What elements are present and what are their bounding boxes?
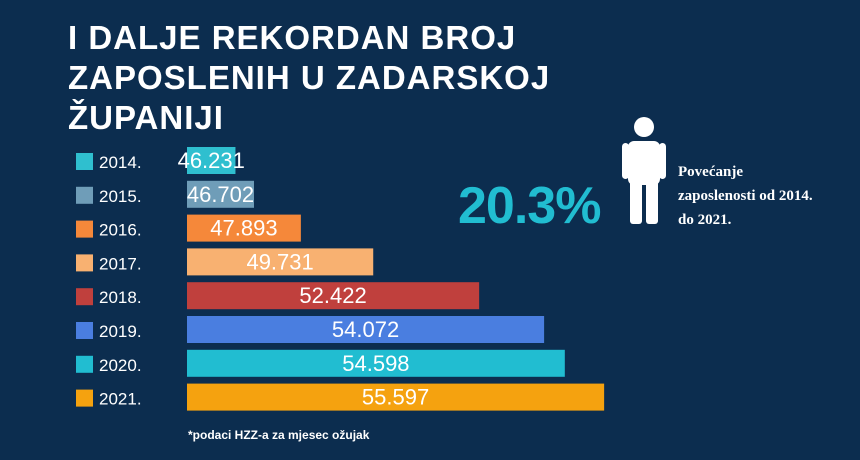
legend-swatch bbox=[76, 389, 93, 407]
category-label: 2020. bbox=[99, 356, 142, 375]
category-label: 2019. bbox=[99, 322, 142, 341]
bar bbox=[187, 316, 545, 343]
title-line-1: I DALJE REKORDAN BROJ bbox=[68, 19, 517, 56]
bar bbox=[187, 383, 605, 411]
increase-percentage: 20.3% bbox=[458, 177, 601, 235]
person-icon bbox=[622, 117, 666, 224]
bar bbox=[187, 248, 374, 276]
legend-swatch bbox=[76, 186, 93, 204]
legend-swatch bbox=[76, 288, 93, 306]
category-label: 2017. bbox=[99, 254, 142, 273]
bar bbox=[187, 349, 565, 377]
bar-value-label: 55.597 bbox=[362, 385, 429, 410]
category-label: 2021. bbox=[99, 390, 142, 409]
bar bbox=[187, 180, 254, 208]
bar-value-label: 54.598 bbox=[342, 351, 409, 376]
category-label: 2015. bbox=[99, 187, 142, 206]
title-line-2: ZAPOSLENIH U ZADARSKOJ bbox=[68, 59, 551, 96]
category-label: 2014. bbox=[99, 153, 142, 172]
legend-swatch bbox=[76, 153, 93, 170]
bar-value-label: 46.231 bbox=[178, 148, 245, 173]
title-line-3: ŽUPANIJI bbox=[68, 99, 224, 136]
bar-value-label: 49.731 bbox=[246, 249, 313, 274]
description-line-3: do 2021. bbox=[678, 212, 732, 228]
bar bbox=[187, 282, 480, 310]
increase-description: Povećanje zaposlenosti od 2014. do 2021. bbox=[678, 160, 853, 232]
bar bbox=[187, 214, 301, 242]
description-line-1: Povećanje bbox=[678, 164, 743, 180]
category-label: 2018. bbox=[99, 288, 142, 307]
legend-swatch bbox=[76, 322, 93, 339]
category-label: 2016. bbox=[99, 221, 142, 240]
bar-value-label: 52.422 bbox=[299, 283, 366, 308]
bar bbox=[187, 147, 236, 174]
legend-swatch bbox=[76, 355, 93, 373]
bar-value-label: 47.893 bbox=[210, 216, 277, 241]
bar-value-label: 46.702 bbox=[187, 182, 254, 207]
bar-value-label: 54.072 bbox=[332, 317, 399, 342]
legend-swatch bbox=[76, 220, 93, 238]
legend-swatch bbox=[76, 254, 93, 272]
footnote: *podaci HZZ-a za mjesec ožujak bbox=[188, 428, 370, 442]
description-line-2: zaposlenosti od 2014. bbox=[678, 188, 813, 204]
page-title: I DALJE REKORDAN BROJ ZAPOSLENIH U ZADAR… bbox=[68, 18, 588, 138]
